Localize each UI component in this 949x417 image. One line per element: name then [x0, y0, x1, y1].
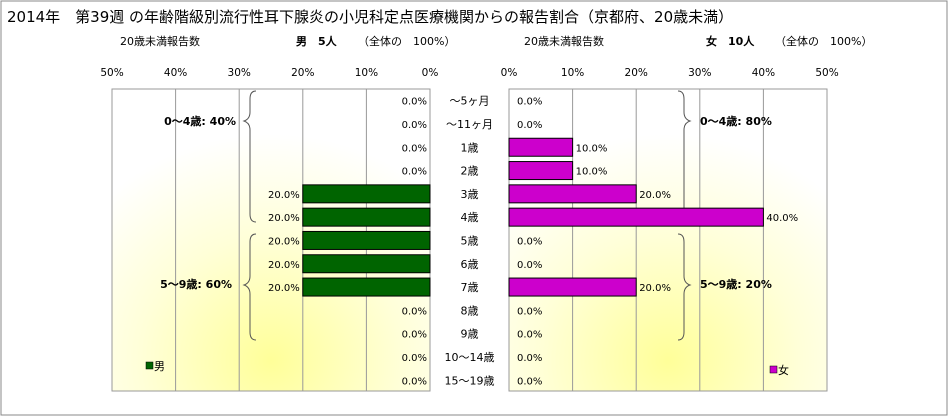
bar-male	[302, 230, 431, 250]
value-label-female: 0.0%	[517, 376, 542, 387]
female-caption: 20歳未満報告数	[524, 35, 604, 48]
legend-male-swatch	[145, 361, 154, 370]
category-label: 1歳	[461, 141, 479, 154]
value-label-female: 10.0%	[576, 167, 608, 178]
value-label-male: 20.0%	[268, 213, 300, 224]
x-tick-label: 0%	[501, 67, 518, 79]
bracket-female-5-9	[677, 233, 692, 341]
group-label-male-0-4: 0～4歳: 40%	[164, 114, 236, 128]
bracket-male-0-4	[242, 90, 257, 223]
group-label-female-5-9: 5～9歳: 20%	[700, 277, 772, 291]
bar-male	[302, 184, 431, 204]
female-note: （全体の 100%）	[775, 34, 872, 48]
chart-title: 2014年 第39週 の年齢階級別流行性耳下腺炎の小児科定点医療機関からの報告割…	[7, 8, 733, 26]
legend-female-label: 女	[778, 363, 789, 377]
bar-female	[508, 161, 574, 181]
x-tick-label: 40%	[164, 67, 187, 79]
bar-female	[508, 277, 637, 297]
bars	[302, 137, 764, 297]
category-label: 6歳	[461, 258, 479, 271]
bar-male	[302, 277, 431, 297]
value-label-female: 0.0%	[517, 306, 542, 317]
legend-male-label: 男	[154, 360, 165, 373]
value-label-male: 20.0%	[268, 260, 300, 271]
value-label-male: 0.0%	[402, 120, 427, 131]
group-label-female-0-4: 0～4歳: 80%	[700, 114, 772, 128]
value-label-male: 20.0%	[268, 190, 300, 201]
value-labels: 0.0% 0.0% 0.0% 0.0% 0.0% 10.0% 0.0% 10.0% 20.0% 2…	[268, 97, 798, 388]
value-label-female: 0.0%	[517, 120, 542, 131]
male-total: 男 5人	[296, 34, 338, 48]
category-label: 9歳	[461, 328, 479, 341]
value-label-male: 0.0%	[402, 143, 427, 154]
value-label-male: 20.0%	[268, 283, 300, 294]
x-tick-label: 30%	[228, 67, 251, 79]
value-label-female: 0.0%	[517, 260, 542, 271]
group-label-male-5-9: 5～9歳: 60%	[160, 277, 232, 291]
x-axis-ticks: 50% 50% 40% 40% 30% 30% 20% 20% 10% 10% 0% 0%	[100, 67, 838, 79]
value-label-female: 0.0%	[517, 236, 542, 247]
bar-male	[302, 254, 431, 274]
x-tick-label: 40%	[752, 67, 775, 79]
bar-female	[508, 184, 637, 204]
category-label: ～11ヶ月	[446, 118, 493, 131]
category-label: 7歳	[461, 281, 479, 294]
female-plot-area	[508, 88, 828, 392]
male-note: （全体の 100%）	[358, 34, 455, 48]
value-label-female: 40.0%	[766, 213, 798, 224]
category-label: 5歳	[461, 234, 479, 247]
bar-female	[508, 207, 764, 227]
value-label-female: 0.0%	[517, 330, 542, 341]
category-label: 3歳	[461, 188, 479, 201]
value-label-female: 20.0%	[639, 283, 671, 294]
x-tick-label: 10%	[355, 67, 378, 79]
x-tick-label: 10%	[561, 67, 584, 79]
x-tick-label: 30%	[688, 67, 711, 79]
value-label-male: 0.0%	[402, 353, 427, 364]
category-labels: ～5ヶ月 ～11ヶ月 1歳 2歳 3歳 4歳 5歳 6歳 7歳 8歳 9歳 10～14歳 15～19歳	[445, 95, 495, 388]
value-label-male: 0.0%	[402, 330, 427, 341]
bar-male	[302, 207, 431, 227]
category-label: ～5ヶ月	[450, 95, 490, 108]
category-label: 15～19歳	[445, 374, 495, 387]
legend-female-swatch	[769, 365, 778, 374]
x-tick-label: 50%	[100, 67, 123, 79]
category-label: 10～14歳	[445, 351, 495, 364]
value-label-male: 0.0%	[402, 97, 427, 108]
value-label-female: 0.0%	[517, 97, 542, 108]
category-label: 8歳	[461, 304, 479, 317]
bar-female	[508, 137, 574, 157]
value-label-female: 10.0%	[576, 143, 608, 154]
x-tick-label: 20%	[291, 67, 314, 79]
x-tick-label: 0%	[422, 67, 439, 79]
female-total: 女 10人	[706, 34, 755, 48]
category-label: 4歳	[461, 211, 479, 224]
value-label-male: 20.0%	[268, 236, 300, 247]
x-tick-label: 50%	[815, 67, 838, 79]
bracket-male-5-9	[242, 233, 257, 341]
value-label-male: 0.0%	[402, 306, 427, 317]
male-caption: 20歳未満報告数	[120, 35, 200, 48]
value-label-male: 0.0%	[402, 167, 427, 178]
category-label: 2歳	[461, 165, 479, 178]
x-tick-label: 20%	[625, 67, 648, 79]
value-label-female: 20.0%	[639, 190, 671, 201]
value-label-female: 0.0%	[517, 353, 542, 364]
value-label-male: 0.0%	[402, 376, 427, 387]
